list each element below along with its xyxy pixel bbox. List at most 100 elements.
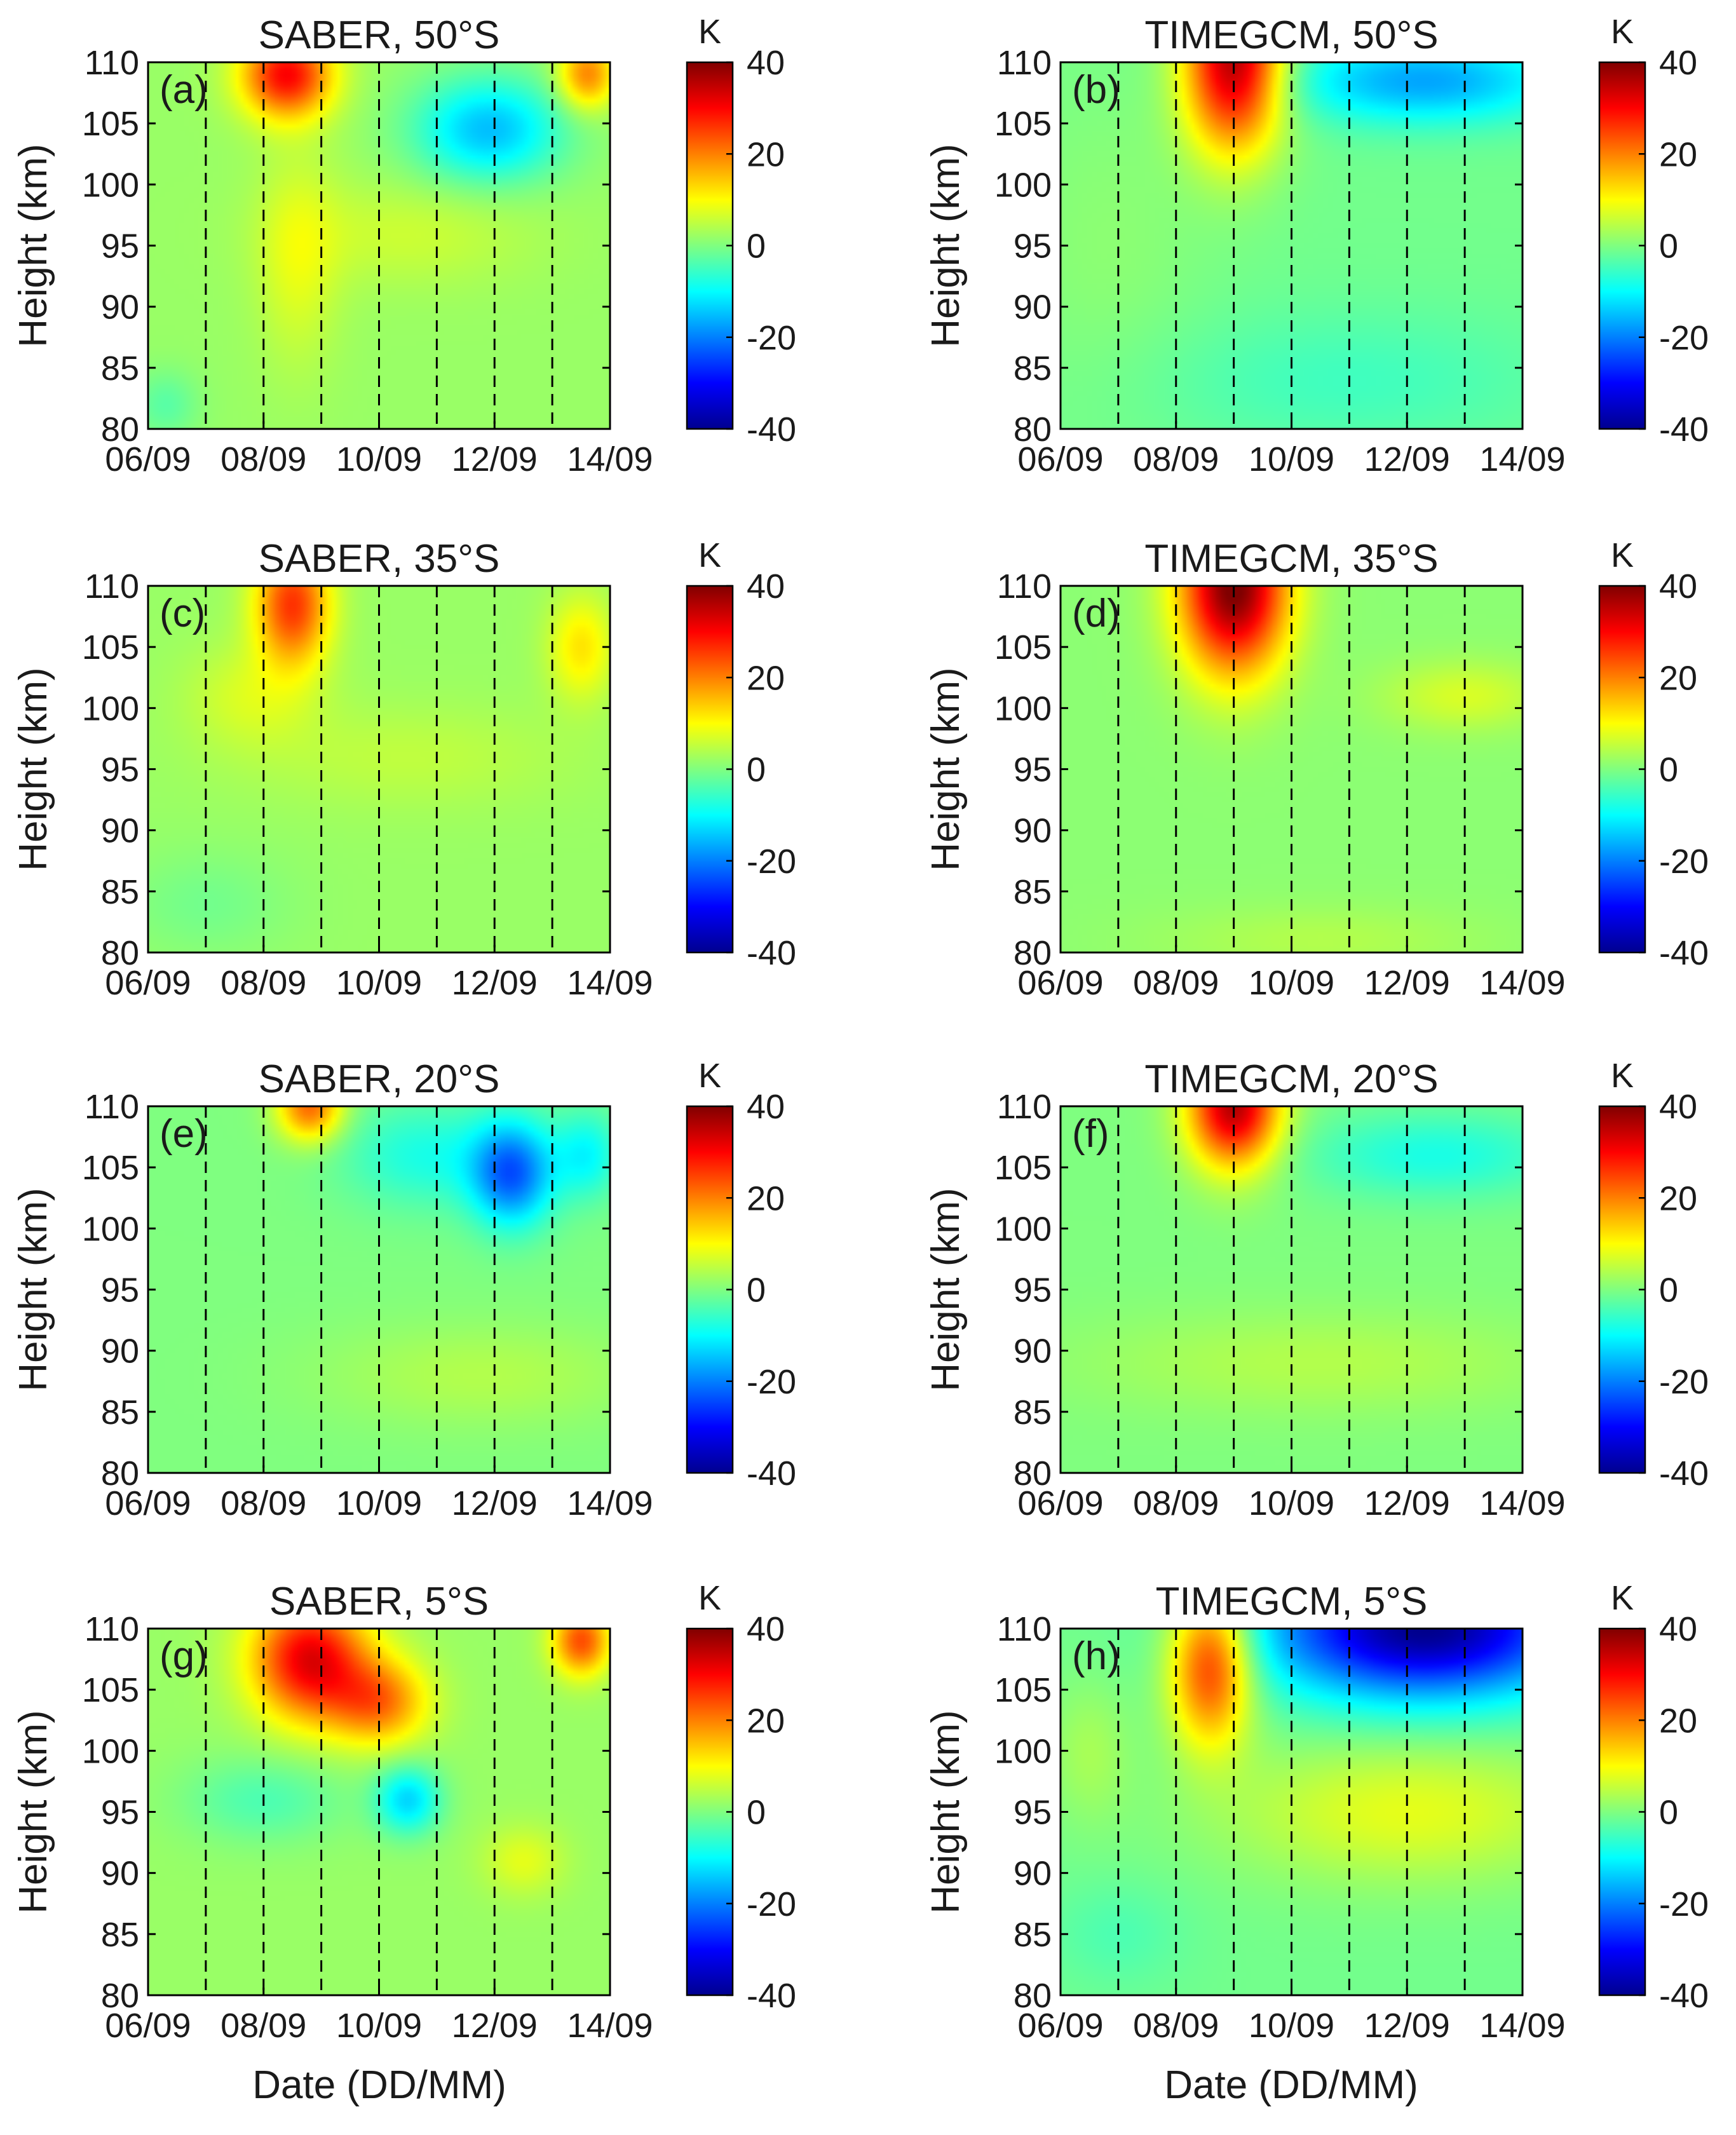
panel-title: SABER, 35°S <box>259 537 500 581</box>
y-axis-label: Height (km) <box>11 144 55 347</box>
x-tick-label: 12/09 <box>452 440 538 478</box>
colorbar-unit: K <box>698 1057 721 1095</box>
y-tick-label: 100 <box>994 1210 1052 1248</box>
x-tick-label: 08/09 <box>1133 2007 1219 2045</box>
colorbar <box>686 1627 734 1996</box>
x-tick-label: 06/09 <box>1017 964 1103 1002</box>
x-tick-label: 08/09 <box>1133 964 1219 1002</box>
y-axis-label: Height (km) <box>11 667 55 871</box>
panel-title: SABER, 20°S <box>259 1057 500 1101</box>
colorbar-tick-label: 0 <box>1659 1794 1678 1832</box>
x-tick-label: 06/09 <box>105 2007 191 2045</box>
colorbar-unit: K <box>1611 13 1634 51</box>
heatmap-field <box>1061 1629 1522 1995</box>
colorbar-tick-label: 20 <box>747 135 785 173</box>
y-tick-label: 85 <box>1014 1393 1052 1432</box>
y-tick-label: 110 <box>997 567 1052 606</box>
x-tick-label: 14/09 <box>567 964 653 1002</box>
colorbar <box>1598 1105 1646 1474</box>
colorbar-tick-label: 0 <box>1659 227 1678 266</box>
y-tick-label: 110 <box>85 567 139 606</box>
x-tick-label: 06/09 <box>1017 1484 1103 1522</box>
x-tick-label: 14/09 <box>567 440 653 478</box>
x-tick-label: 14/09 <box>1479 2007 1565 2045</box>
panel-title: SABER, 50°S <box>259 13 500 57</box>
x-tick-label: 10/09 <box>1249 1484 1334 1522</box>
y-tick-label: 90 <box>101 288 139 327</box>
y-tick-label: 90 <box>1014 288 1052 327</box>
colorbar-tick-label: -40 <box>1659 1977 1709 2015</box>
y-tick-label: 90 <box>1014 1855 1052 1893</box>
colorbar-tick-label: -40 <box>1659 410 1709 449</box>
panel-title: TIMEGCM, 5°S <box>1156 1580 1428 1623</box>
panel-letter: (d) <box>1072 592 1120 635</box>
y-tick-label: 95 <box>1014 1794 1052 1832</box>
y-tick-label: 95 <box>101 227 139 266</box>
x-tick-label: 08/09 <box>1133 440 1219 478</box>
y-tick-label: 85 <box>101 1393 139 1432</box>
x-tick-label: 10/09 <box>336 1484 422 1522</box>
panel-letter: (c) <box>159 592 205 635</box>
colorbar-tick-label: 20 <box>1659 1702 1697 1740</box>
y-tick-label: 95 <box>1014 227 1052 266</box>
x-tick-label: 08/09 <box>220 440 306 478</box>
heatmap-field <box>1061 62 1522 429</box>
y-tick-label: 80 <box>1014 1454 1052 1493</box>
colorbar-tick-label: -20 <box>1659 1363 1709 1401</box>
panel-title: SABER, 5°S <box>269 1580 489 1623</box>
x-tick-label: 14/09 <box>567 1484 653 1522</box>
panel-title: TIMEGCM, 50°S <box>1144 13 1438 57</box>
x-tick-label: 06/09 <box>1017 2007 1103 2045</box>
y-tick-label: 80 <box>101 1977 139 2015</box>
colorbar-tick-label: -20 <box>747 1885 796 1923</box>
x-tick-label: 12/09 <box>1364 964 1450 1002</box>
y-tick-label: 105 <box>994 628 1052 667</box>
x-tick-label: 10/09 <box>1249 440 1334 478</box>
colorbar-tick-label: 40 <box>1659 1610 1697 1648</box>
colorbar-tick-label: 40 <box>1659 44 1697 82</box>
y-tick-label: 85 <box>101 349 139 388</box>
colorbar-tick-label: -20 <box>1659 1885 1709 1923</box>
x-tick-label: 12/09 <box>1364 2007 1450 2045</box>
y-tick-label: 80 <box>1014 410 1052 449</box>
x-tick-label: 08/09 <box>220 2007 306 2045</box>
colorbar-tick-label: 0 <box>747 751 766 789</box>
y-tick-label: 105 <box>994 1149 1052 1187</box>
y-tick-label: 105 <box>82 628 139 667</box>
y-tick-label: 110 <box>85 1088 139 1126</box>
colorbar-tick-label: -40 <box>1659 934 1709 972</box>
colorbar-tick-label: -20 <box>747 843 796 881</box>
colorbar-tick-label: -40 <box>747 934 796 972</box>
colorbar-unit: K <box>1611 536 1634 574</box>
heatmap-field <box>1061 1106 1522 1473</box>
colorbar-tick-label: 20 <box>1659 1179 1697 1217</box>
y-tick-label: 85 <box>1014 873 1052 911</box>
colorbar-unit: K <box>1611 1579 1634 1617</box>
x-tick-label: 08/09 <box>220 964 306 1002</box>
x-tick-label: 14/09 <box>567 2007 653 2045</box>
y-tick-label: 110 <box>997 44 1052 82</box>
y-tick-label: 100 <box>82 1732 139 1770</box>
colorbar-tick-label: 20 <box>1659 659 1697 697</box>
x-tick-label: 06/09 <box>105 964 191 1002</box>
y-tick-label: 80 <box>101 410 139 449</box>
y-tick-label: 80 <box>101 934 139 972</box>
y-tick-label: 90 <box>101 812 139 850</box>
y-tick-label: 100 <box>82 166 139 204</box>
x-tick-label: 12/09 <box>452 2007 538 2045</box>
x-tick-label: 14/09 <box>1479 964 1565 1002</box>
colorbar-tick-label: 40 <box>747 567 785 606</box>
y-axis-label: Height (km) <box>924 144 968 347</box>
colorbar-tick-label: 40 <box>1659 567 1697 606</box>
y-tick-label: 85 <box>1014 349 1052 388</box>
y-axis-label: Height (km) <box>924 1710 968 1913</box>
colorbar-tick-label: -20 <box>747 1363 796 1401</box>
colorbar-tick-label: 40 <box>1659 1088 1697 1126</box>
colorbar-tick-label: -40 <box>747 1977 796 2015</box>
x-tick-label: 06/09 <box>105 1484 191 1522</box>
y-tick-label: 85 <box>101 873 139 911</box>
